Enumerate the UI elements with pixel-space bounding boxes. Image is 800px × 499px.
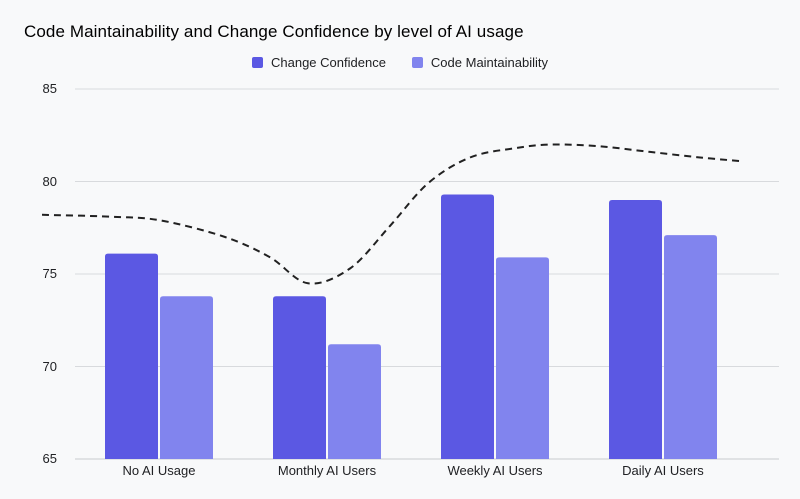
bar-code-maintainability-monthly-ai-users[interactable] [328,344,381,459]
bar-code-maintainability-no-ai-usage[interactable] [160,296,213,459]
y-tick-label-65: 65 [42,451,57,466]
bar-change-confidence-daily-ai-users[interactable] [609,200,662,459]
legend: Change Confidence Code Maintainability [0,55,800,70]
y-tick-label-75: 75 [42,266,57,281]
x-tick-label-weekly-ai-users: Weekly AI Users [447,463,543,478]
bar-change-confidence-no-ai-usage[interactable] [105,253,158,459]
bar-change-confidence-weekly-ai-users[interactable] [441,194,494,459]
bar-change-confidence-monthly-ai-users[interactable] [273,296,326,459]
bar-code-maintainability-daily-ai-users[interactable] [664,235,717,459]
x-tick-label-daily-ai-users: Daily AI Users [622,463,704,478]
y-tick-label-80: 80 [42,173,57,189]
x-tick-label-monthly-ai-users: Monthly AI Users [277,463,377,478]
y-tick-label-85: 85 [42,81,57,96]
legend-item-change-confidence[interactable]: Change Confidence [252,55,386,70]
legend-swatch-code-maintainability-icon [411,57,423,68]
legend-swatch-change-confidence-icon [252,57,263,68]
x-tick-label-no-ai-usage: No AI Usage [122,463,196,478]
legend-item-code-maintainability[interactable]: Code Maintainability [411,55,548,70]
legend-label-code-maintainability: Code Maintainability [430,55,548,70]
y-tick-label-70: 70 [42,358,57,374]
bar-code-maintainability-weekly-ai-users[interactable] [496,257,549,459]
legend-label-change-confidence: Change Confidence [271,55,386,70]
chart-title: Code Maintainability and Change Confiden… [24,22,524,41]
